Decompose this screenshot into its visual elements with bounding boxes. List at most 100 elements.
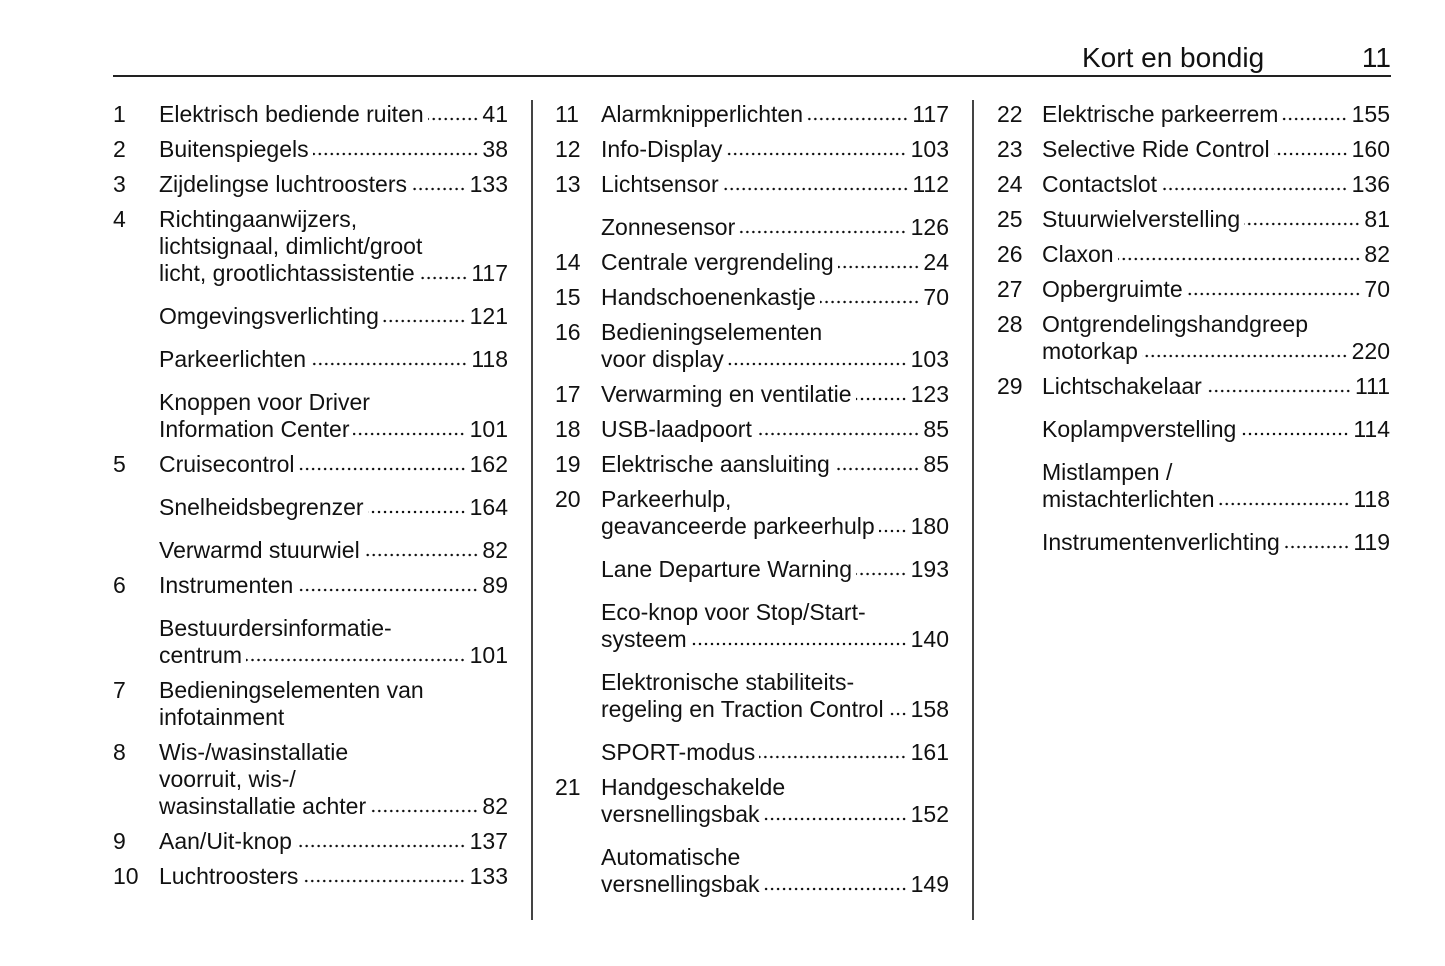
entry-row: Information Center 101 bbox=[159, 415, 508, 443]
entry-page: 164 bbox=[469, 494, 508, 520]
entry-number: 11 bbox=[555, 101, 579, 127]
entry-text: Alarmknipperlichten bbox=[601, 101, 803, 127]
entry-text: Koplampverstelling bbox=[1042, 416, 1237, 442]
entry-row: Buitenspiegels 38 bbox=[159, 135, 508, 163]
entry-text: Parkeerlichten bbox=[159, 346, 307, 372]
leader bbox=[887, 711, 907, 717]
leader bbox=[763, 816, 907, 822]
entry-row: versnellingsbak 149 bbox=[601, 870, 949, 898]
leader bbox=[1117, 256, 1361, 262]
entry-text: systeem bbox=[601, 626, 687, 652]
entry-row: mistachterlichten 118 bbox=[1042, 485, 1390, 513]
entry-text: Verwarming en ventilatie bbox=[601, 381, 852, 407]
header-rule bbox=[113, 75, 1391, 77]
entry-number: 28 bbox=[997, 311, 1023, 337]
entry-page: 103 bbox=[910, 136, 949, 162]
entry-row: Info-Display 103 bbox=[601, 135, 949, 163]
entry-row: motorkap 220 bbox=[1042, 337, 1390, 365]
entry-text: Info-Display bbox=[601, 136, 723, 162]
leader bbox=[690, 641, 907, 647]
entry-number: 20 bbox=[555, 486, 581, 512]
entry-row: Zijdelingse luchtroosters 133 bbox=[159, 170, 508, 198]
entry-page: 119 bbox=[1353, 529, 1390, 555]
leader bbox=[297, 587, 479, 593]
entry-text: Snelheidsbegrenzer bbox=[159, 494, 364, 520]
entry-number: 21 bbox=[555, 774, 581, 800]
entry-page: 161 bbox=[910, 739, 949, 765]
entry-text: Centrale vergrendeling bbox=[601, 249, 834, 275]
entry-row: Omgevingsverlichting 121 bbox=[159, 302, 508, 330]
entry-text: Automatische bbox=[601, 844, 741, 870]
entry-page: 85 bbox=[923, 451, 949, 477]
entry-row: Opbergruimte 70 bbox=[1042, 275, 1390, 303]
leader bbox=[411, 186, 466, 192]
entry-text: Lane Departure Warning bbox=[601, 556, 853, 582]
entry-text: Bedieningselementen van bbox=[159, 677, 424, 703]
entry-text: Richtingaanwijzers, bbox=[159, 206, 358, 232]
entry-number: 14 bbox=[555, 249, 581, 275]
leader bbox=[1161, 186, 1348, 192]
leader bbox=[382, 318, 466, 324]
entry-row: Lichtsensor 112 bbox=[601, 170, 949, 198]
entry-page: 111 bbox=[1355, 373, 1390, 399]
entry-text: Elektrische parkeerrem bbox=[1042, 101, 1279, 127]
entry-number: 26 bbox=[997, 241, 1023, 267]
entry-text: Luchtroosters bbox=[159, 863, 299, 889]
entry-text: Bedieningselementen bbox=[601, 319, 823, 345]
entry-number: 19 bbox=[555, 451, 581, 477]
entry-text: Opbergruimte bbox=[1042, 276, 1183, 302]
entry-text: Omgevingsverlichting bbox=[159, 303, 379, 329]
leader bbox=[1186, 291, 1361, 297]
entry-row: geavanceerde parkeerhulp 180 bbox=[601, 512, 949, 540]
entry-page: 140 bbox=[910, 626, 949, 652]
entry-page: 133 bbox=[469, 863, 508, 889]
entry-text: Stuurwielverstelling bbox=[1042, 206, 1241, 232]
leader bbox=[427, 116, 479, 122]
entry-row: Stuurwielverstelling 81 bbox=[1042, 205, 1390, 233]
leader bbox=[1240, 431, 1350, 437]
entry-text: Handschoenenkastje bbox=[601, 284, 816, 310]
entry-number: 1 bbox=[113, 101, 126, 127]
entry-page: 136 bbox=[1351, 171, 1390, 197]
entry-page: 101 bbox=[469, 416, 508, 442]
leader bbox=[806, 116, 909, 122]
entry-page: 126 bbox=[910, 214, 949, 240]
entry-row: wasinstallatie achter 82 bbox=[159, 792, 508, 820]
entry-row: systeem 140 bbox=[601, 625, 949, 653]
entry-text: Elektronische stabiliteits- bbox=[601, 669, 855, 695]
entry-number: 27 bbox=[997, 276, 1023, 302]
entry-page: 70 bbox=[923, 284, 949, 310]
entry-page: 117 bbox=[471, 260, 508, 286]
leader bbox=[367, 509, 466, 515]
entry-text: regeling en Traction Control bbox=[601, 696, 884, 722]
entry-number: 18 bbox=[555, 416, 581, 442]
entry-number: 12 bbox=[555, 136, 581, 162]
entry-page: 82 bbox=[1364, 241, 1390, 267]
entry-page: 123 bbox=[910, 381, 949, 407]
entry-text: mistachterlichten bbox=[1042, 486, 1215, 512]
entry-page: 162 bbox=[469, 451, 508, 477]
entry-text: centrum bbox=[159, 642, 243, 668]
entry-text: Contactslot bbox=[1042, 171, 1158, 197]
entry-row: Luchtroosters 133 bbox=[159, 862, 508, 890]
entry-row: Claxon 82 bbox=[1042, 240, 1390, 268]
leader bbox=[759, 754, 907, 760]
entry-number: 3 bbox=[113, 171, 126, 197]
entry-text: Lichtsensor bbox=[601, 171, 719, 197]
entry-row: Elektrisch bediende ruiten 41 bbox=[159, 100, 508, 128]
entry-text: Mistlampen / bbox=[1042, 459, 1173, 485]
entry-number: 24 bbox=[997, 171, 1023, 197]
leader bbox=[298, 466, 466, 472]
leader bbox=[726, 151, 907, 157]
entry-text: SPORT-modus bbox=[601, 739, 756, 765]
entry-page: 133 bbox=[469, 171, 508, 197]
entry-number: 25 bbox=[997, 206, 1023, 232]
entry-text: Ontgrendelingshandgreep bbox=[1042, 311, 1308, 337]
entry-page: 101 bbox=[469, 642, 508, 668]
leader bbox=[837, 264, 920, 270]
entry-number: 13 bbox=[555, 171, 581, 197]
entry-page: 149 bbox=[910, 871, 949, 897]
entry-row: Selective Ride Control 160 bbox=[1042, 135, 1390, 163]
entry-number: 2 bbox=[113, 136, 126, 162]
